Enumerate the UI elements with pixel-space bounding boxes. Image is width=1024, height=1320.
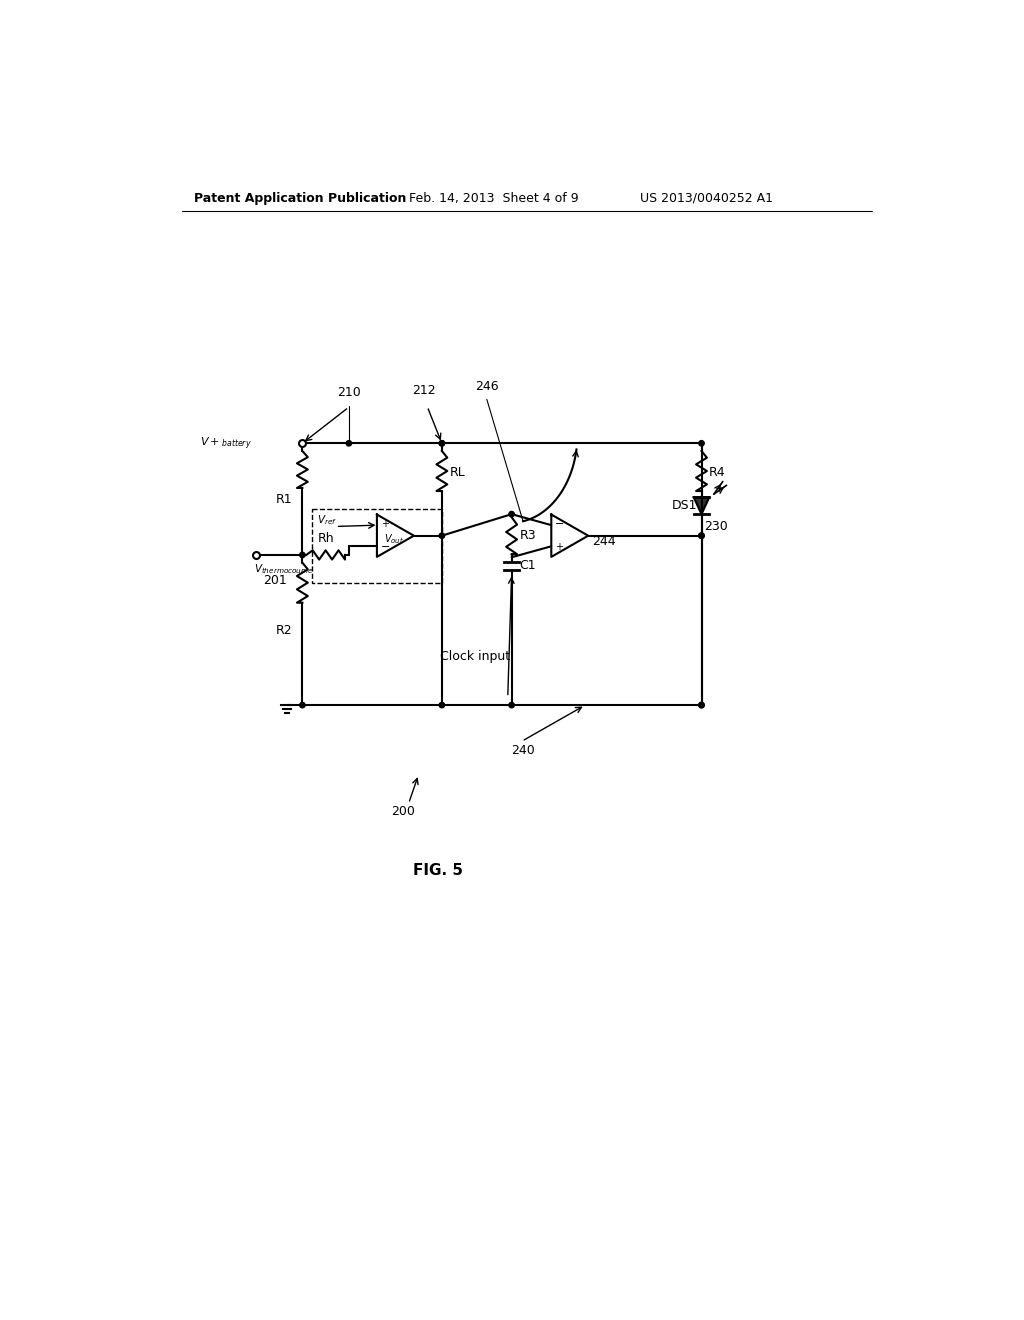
Circle shape bbox=[346, 441, 351, 446]
Text: Clock input: Clock input bbox=[439, 649, 510, 663]
Text: RL: RL bbox=[450, 466, 465, 479]
Text: 246: 246 bbox=[475, 380, 499, 393]
Text: 201: 201 bbox=[263, 574, 288, 587]
Polygon shape bbox=[693, 498, 710, 515]
Circle shape bbox=[439, 441, 444, 446]
Text: DS1: DS1 bbox=[672, 499, 697, 512]
Circle shape bbox=[698, 702, 705, 708]
Text: Patent Application Publication: Patent Application Publication bbox=[194, 191, 407, 205]
Circle shape bbox=[698, 702, 705, 708]
Text: R4: R4 bbox=[710, 466, 726, 479]
Text: $V+_{battery}$: $V+_{battery}$ bbox=[200, 436, 252, 451]
Circle shape bbox=[439, 441, 444, 446]
Text: Feb. 14, 2013  Sheet 4 of 9: Feb. 14, 2013 Sheet 4 of 9 bbox=[409, 191, 579, 205]
Circle shape bbox=[509, 511, 514, 517]
Text: 210: 210 bbox=[337, 387, 360, 400]
Circle shape bbox=[698, 533, 705, 539]
Text: Rh: Rh bbox=[317, 532, 334, 545]
Text: C1: C1 bbox=[519, 560, 536, 573]
Circle shape bbox=[300, 552, 305, 557]
Text: +: + bbox=[381, 519, 389, 529]
Circle shape bbox=[300, 702, 305, 708]
Circle shape bbox=[439, 533, 444, 539]
Circle shape bbox=[439, 702, 444, 708]
Circle shape bbox=[698, 533, 705, 539]
Text: −: − bbox=[381, 543, 390, 552]
Text: 200: 200 bbox=[391, 805, 415, 818]
Text: 244: 244 bbox=[592, 536, 615, 548]
Text: R2: R2 bbox=[275, 623, 292, 636]
Text: 230: 230 bbox=[703, 520, 728, 533]
Text: $V_{ref}$: $V_{ref}$ bbox=[317, 513, 337, 527]
Bar bbox=[312, 508, 442, 583]
Text: R1: R1 bbox=[275, 492, 292, 506]
Circle shape bbox=[509, 702, 514, 708]
Text: $V_{thermocouple}$: $V_{thermocouple}$ bbox=[254, 562, 313, 577]
Text: R3: R3 bbox=[519, 529, 536, 543]
Text: −: − bbox=[555, 519, 564, 529]
Text: 212: 212 bbox=[413, 384, 436, 397]
Text: $V_{out}$: $V_{out}$ bbox=[384, 533, 403, 546]
Text: FIG. 5: FIG. 5 bbox=[413, 863, 463, 878]
Circle shape bbox=[698, 441, 705, 446]
Text: 240: 240 bbox=[511, 743, 536, 756]
Text: +: + bbox=[555, 543, 563, 552]
Text: US 2013/0040252 A1: US 2013/0040252 A1 bbox=[640, 191, 772, 205]
